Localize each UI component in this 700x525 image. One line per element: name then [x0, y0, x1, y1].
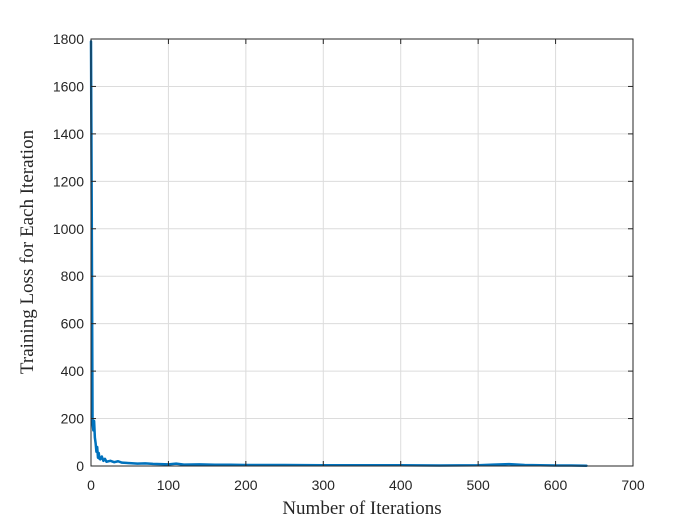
y-tick-label: 1600: [53, 78, 84, 94]
y-tick-label: 400: [61, 363, 85, 379]
y-tick-label: 1200: [53, 173, 84, 189]
plot-background: [91, 39, 633, 466]
y-tick-label: 800: [61, 268, 85, 284]
x-tick-label: 0: [87, 477, 95, 493]
y-axis-label: Training Loss for Each Iteration: [17, 129, 38, 374]
y-tick-label: 600: [61, 316, 85, 332]
x-tick-label: 400: [389, 477, 413, 493]
x-tick-label: 300: [312, 477, 336, 493]
x-tick-label: 700: [621, 477, 645, 493]
x-tick-label: 200: [234, 477, 258, 493]
series-line: [89, 40, 588, 468]
y-tick-labels: 0 200 400 600 800 1000 1200 1400 1600 1800: [53, 31, 84, 474]
y-tick-label: 1800: [53, 31, 84, 47]
plot-frame: [90, 38, 634, 467]
y-tick-label: 200: [61, 411, 85, 427]
y-tick-label: 1400: [53, 126, 84, 142]
grid-lines: [91, 39, 633, 466]
x-tick-label: 100: [157, 477, 181, 493]
x-tick-label: 500: [466, 477, 490, 493]
y-tick-label: 0: [76, 458, 84, 474]
x-tick-label: 600: [544, 477, 568, 493]
x-tick-labels: 0 100 200 300 400 500 600 700: [87, 477, 645, 493]
series-group: [89, 40, 588, 468]
y-tick-label: 1000: [53, 221, 84, 237]
x-axis-label: Number of Iterations: [282, 498, 441, 519]
tick-marks: [90, 38, 634, 467]
